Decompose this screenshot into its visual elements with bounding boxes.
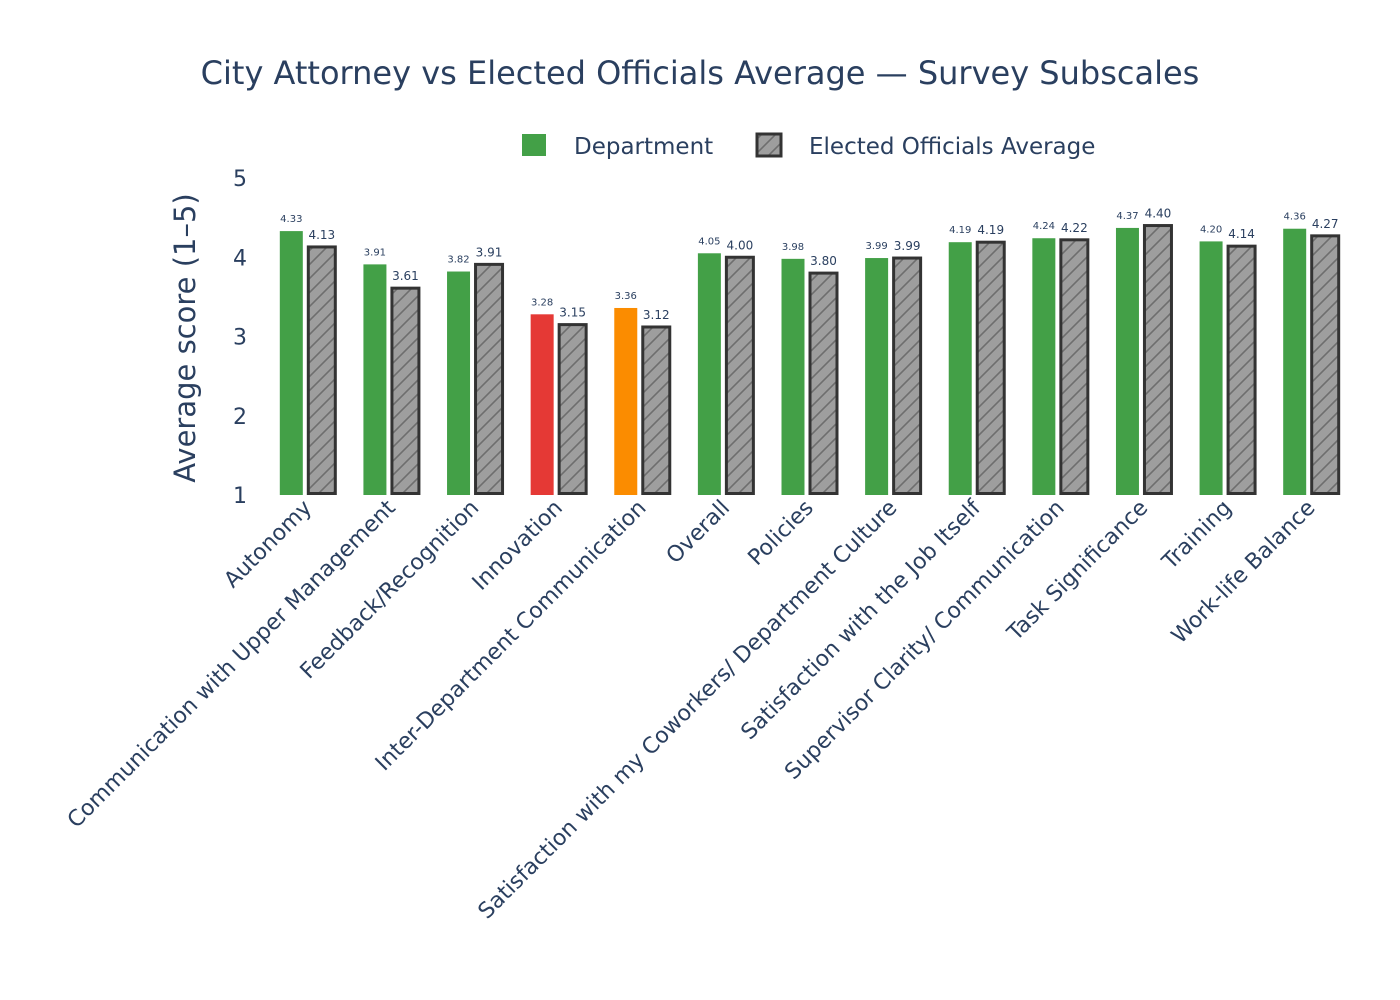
y-tick-label: 4 (233, 246, 247, 271)
y-tick-label: 2 (233, 405, 247, 430)
data-label-elected-officials-average: 3.91 (476, 245, 503, 259)
bar-department[interactable] (781, 258, 805, 495)
bar-elected-officials-average[interactable] (641, 325, 672, 495)
data-label-elected-officials-average: 4.14 (1228, 227, 1255, 241)
bar-department[interactable] (1032, 238, 1056, 496)
x-tick-label: Overall (662, 496, 735, 569)
bar-department[interactable] (1199, 241, 1223, 495)
data-label-elected-officials-average: 4.22 (1061, 221, 1088, 235)
data-label-department: 4.20 (1200, 224, 1222, 235)
x-tick-label: Task Significance (1002, 496, 1153, 647)
bar-department[interactable] (447, 271, 471, 495)
bar-elected-officials-average[interactable] (1142, 224, 1173, 496)
y-tick-label: 1 (233, 484, 247, 509)
bar-elected-officials-average[interactable] (474, 262, 505, 495)
data-label-department: 4.37 (1116, 211, 1138, 222)
y-axis-ticks: 1 2 3 4 5 (233, 167, 247, 509)
data-label-department: 3.28 (531, 297, 553, 308)
data-label-department: 3.91 (364, 247, 386, 258)
bar-elected-officials-average[interactable] (892, 256, 923, 496)
bar-department[interactable] (1115, 227, 1139, 496)
bar-department[interactable] (865, 258, 889, 495)
bar-elected-officials-average[interactable] (724, 255, 755, 495)
data-label-elected-officials-average: 3.99 (894, 239, 921, 253)
data-label-department: 4.36 (1284, 212, 1306, 223)
bar-elected-officials-average[interactable] (390, 286, 421, 495)
data-label-department: 4.05 (698, 236, 720, 247)
legend-swatch-department[interactable] (522, 134, 546, 156)
data-label-department: 3.98 (782, 242, 804, 253)
bar-department[interactable] (530, 314, 554, 495)
y-tick-label: 3 (233, 326, 247, 351)
bar-department[interactable] (363, 264, 387, 495)
data-label-elected-officials-average: 3.12 (643, 308, 670, 322)
data-label-department: 4.24 (1033, 221, 1055, 232)
bar-elected-officials-average[interactable] (808, 271, 839, 495)
legend: Department Elected Officials Average (522, 132, 1095, 160)
x-tick-label: Policies (744, 496, 819, 571)
y-axis-label: Average score (1–5) (168, 193, 202, 482)
bar-elected-officials-average[interactable] (1226, 244, 1257, 495)
bar-elected-officials-average[interactable] (975, 240, 1006, 495)
data-label-department: 4.19 (949, 225, 971, 236)
data-label-department: 4.33 (280, 214, 302, 225)
bar-elected-officials-average[interactable] (306, 245, 337, 495)
legend-label-elected-officials-average: Elected Officials Average (809, 134, 1095, 160)
data-label-elected-officials-average: 4.00 (727, 238, 754, 252)
x-tick-label: Work-life Balance (1167, 496, 1320, 649)
bar-department[interactable] (279, 231, 303, 495)
data-label-department: 3.99 (865, 241, 887, 252)
bars: 4.33 4.13 3.91 3.61 3.82 3.91 3.28 3.15 3.36 3.12… (279, 207, 1341, 496)
data-label-elected-officials-average: 3.15 (559, 306, 586, 320)
data-label-elected-officials-average: 3.61 (392, 269, 419, 283)
legend-swatch-elected-officials-average[interactable] (755, 132, 783, 158)
data-label-department: 3.36 (615, 291, 637, 302)
bar-department[interactable] (697, 253, 721, 495)
bar-department[interactable] (614, 307, 638, 495)
bar-elected-officials-average[interactable] (557, 323, 588, 495)
data-label-elected-officials-average: 4.19 (977, 223, 1004, 237)
data-label-elected-officials-average: 3.80 (810, 254, 837, 268)
bar-elected-officials-average[interactable] (1310, 234, 1341, 495)
chart-title: City Attorney vs Elected Officials Avera… (201, 54, 1200, 92)
bar-elected-officials-average[interactable] (1059, 238, 1090, 495)
legend-label-department: Department (574, 134, 713, 160)
x-tick-label: Training (1157, 496, 1237, 576)
y-tick-label: 5 (233, 167, 247, 192)
data-label-department: 3.82 (447, 255, 469, 266)
data-label-elected-officials-average: 4.27 (1312, 217, 1339, 231)
bar-department[interactable] (1283, 228, 1307, 495)
data-label-elected-officials-average: 4.13 (308, 228, 335, 242)
data-label-elected-officials-average: 4.40 (1145, 207, 1172, 221)
x-tick-label: Communication with Upper Management (63, 495, 401, 833)
bar-department[interactable] (948, 242, 972, 495)
